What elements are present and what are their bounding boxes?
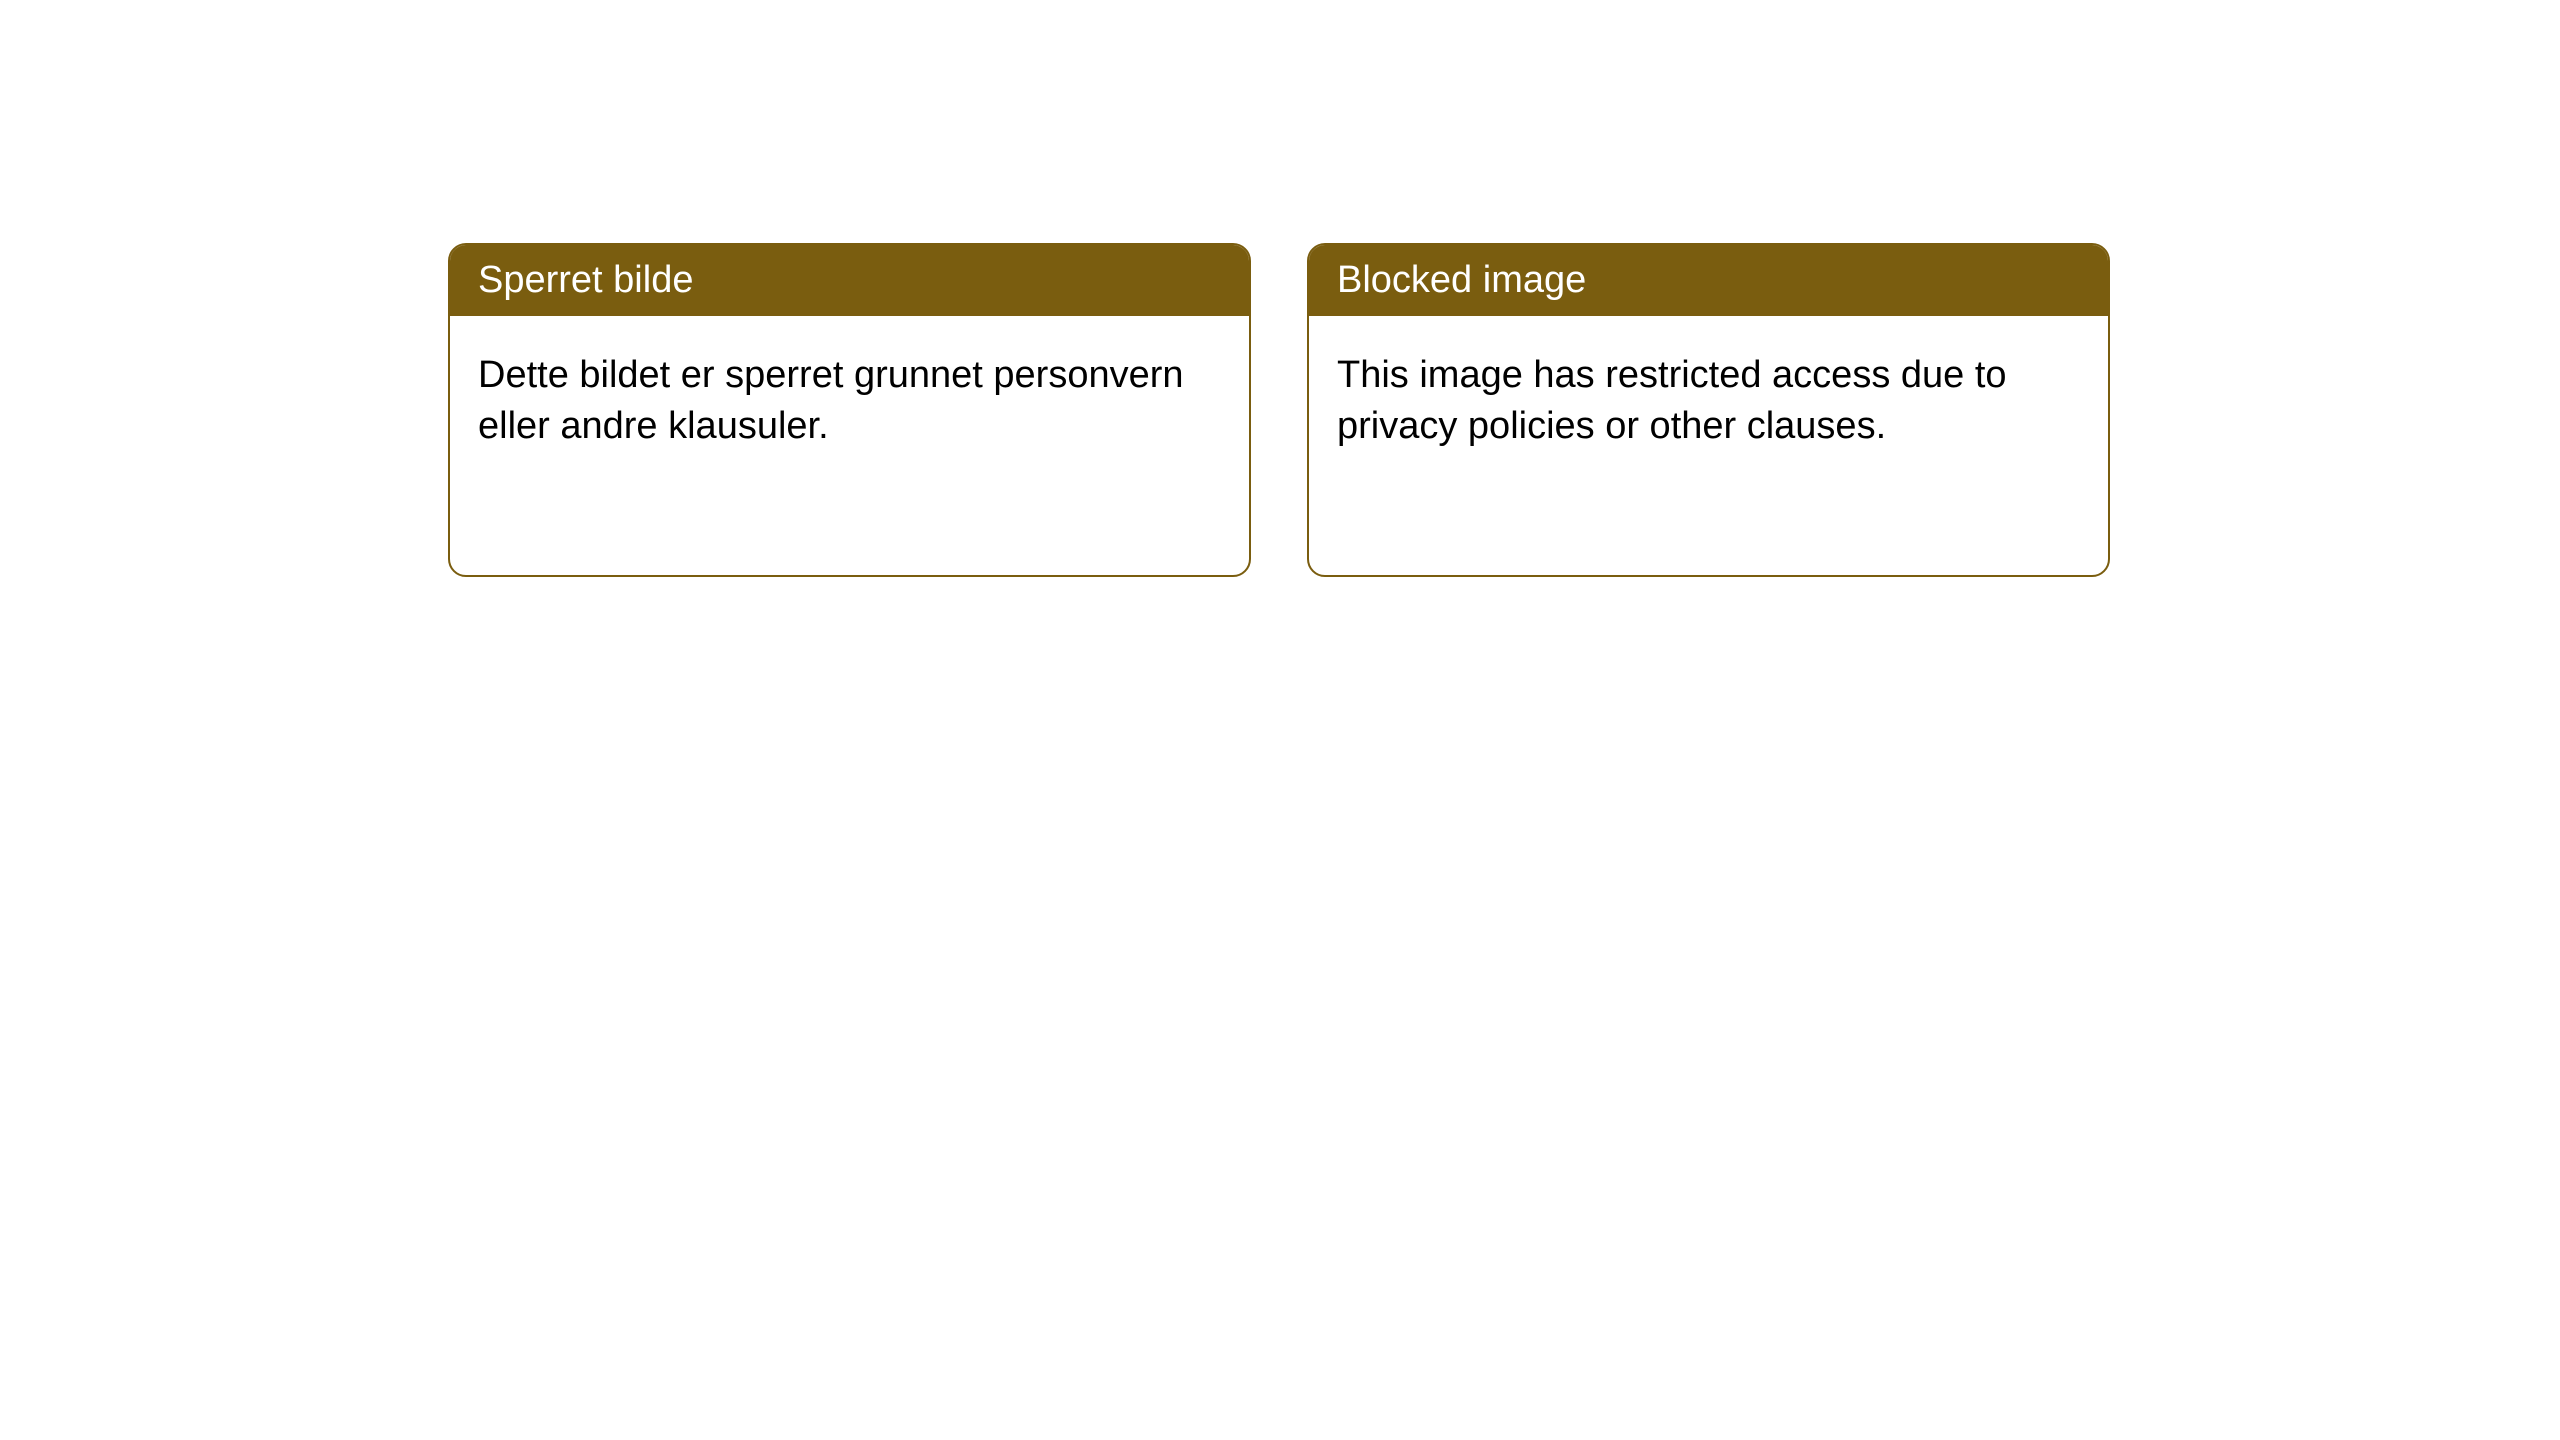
notice-card-english: Blocked image This image has restricted … [1307,243,2110,577]
notice-container: Sperret bilde Dette bildet er sperret gr… [448,243,2110,577]
notice-header-norwegian: Sperret bilde [450,245,1249,316]
notice-card-norwegian: Sperret bilde Dette bildet er sperret gr… [448,243,1251,577]
notice-body-english: This image has restricted access due to … [1309,316,2108,487]
notice-body-norwegian: Dette bildet er sperret grunnet personve… [450,316,1249,487]
notice-header-english: Blocked image [1309,245,2108,316]
